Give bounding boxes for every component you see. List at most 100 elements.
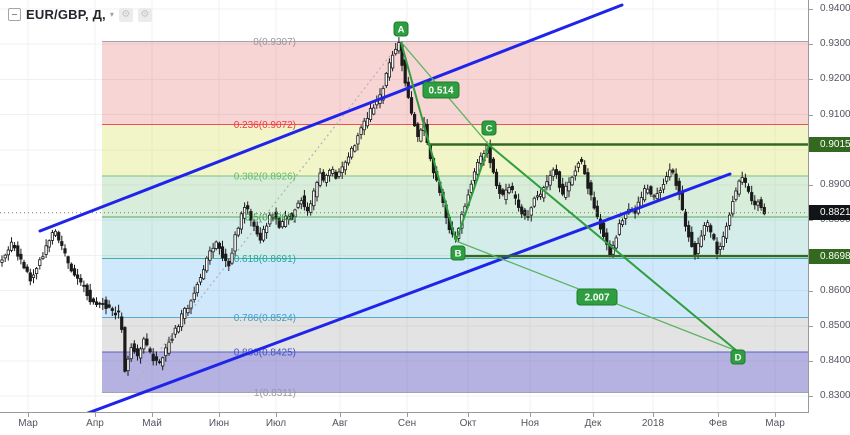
pattern-leg-line[interactable]: [455, 144, 490, 242]
candle: [551, 167, 555, 181]
candle-body: [756, 201, 760, 206]
candle: [706, 219, 710, 232]
ray-price-badge: 0.9015: [809, 137, 850, 152]
pattern-point-badge[interactable]: A: [393, 21, 409, 37]
candle: [368, 102, 373, 123]
symbol-title[interactable]: EUR/GBP, Д,: [26, 7, 106, 22]
candle-body: [419, 129, 423, 142]
pattern-point-bg: [450, 245, 466, 261]
gear-icon[interactable]: ⚙: [118, 7, 133, 22]
candle: [734, 187, 738, 202]
price-label: 0.9100: [820, 109, 850, 120]
candle-body: [35, 268, 39, 274]
candle: [674, 168, 678, 190]
candle: [419, 128, 423, 143]
candle-body: [101, 303, 105, 305]
month-tick: [468, 413, 469, 417]
candle: [179, 309, 184, 331]
candle-body: [69, 263, 73, 272]
candle: [362, 117, 366, 136]
price-axis[interactable]: 0.94000.93000.92000.91000.90000.89000.88…: [809, 0, 850, 413]
candle-body: [728, 214, 732, 226]
candle-body: [104, 299, 108, 309]
fib-level-label: 0(0.9307): [253, 37, 296, 48]
candle-body: [198, 277, 203, 283]
month-tick: [152, 413, 153, 417]
interval-text: Д,: [92, 7, 106, 22]
candle: [151, 348, 155, 366]
pattern-point-badge[interactable]: D: [730, 349, 746, 365]
candle-body: [161, 357, 165, 367]
candle-body: [718, 245, 722, 250]
candle-body: [274, 211, 278, 219]
chevron-down-icon[interactable]: ▾: [109, 10, 114, 19]
candle: [302, 190, 307, 211]
candle-body: [545, 181, 549, 188]
candle: [315, 180, 319, 202]
collapse-icon[interactable]: [8, 8, 21, 21]
candle-body: [3, 254, 7, 259]
candle-body: [595, 205, 599, 217]
candle: [412, 112, 417, 127]
candle: [646, 184, 650, 195]
chart-plot-area[interactable]: 0(0.9307) 0.236(0.9072) 0.382(0.8926) 0.5(0…: [0, 0, 809, 413]
month-label: Авг: [332, 418, 348, 429]
candle: [107, 300, 111, 309]
month-tick: [653, 413, 654, 417]
trend-channel-line[interactable]: [86, 172, 732, 412]
candle: [299, 197, 303, 210]
pattern-point-badge[interactable]: B: [450, 245, 466, 261]
candle-body: [337, 171, 341, 177]
ratio-badge-text: 2.007: [584, 293, 609, 304]
candle-body: [668, 169, 672, 178]
pattern-point-bg: [730, 349, 746, 365]
chart-canvas[interactable]: 0(0.9307) 0.236(0.9072) 0.382(0.8926) 0.5(0…: [0, 0, 808, 412]
price-tick: [809, 291, 813, 292]
candle-body: [356, 135, 360, 145]
candle: [724, 222, 729, 243]
candle: [409, 91, 414, 116]
candle-body: [580, 159, 584, 162]
candle: [9, 237, 14, 253]
candle-body: [280, 221, 285, 228]
price-label: 0.9200: [820, 73, 850, 84]
candle-body: [217, 242, 221, 249]
candle-body: [712, 234, 716, 240]
pattern-leg-line[interactable]: [400, 41, 457, 242]
candle-body: [0, 259, 4, 263]
candle: [154, 351, 158, 366]
ratio-badge: 0.514: [422, 81, 460, 99]
trend-channel-line[interactable]: [38, 3, 624, 233]
fib-band: [102, 352, 808, 393]
candle-body: [94, 301, 99, 305]
candle: [318, 168, 322, 188]
candle-body: [529, 207, 533, 216]
candle-body: [271, 216, 275, 219]
month-label: Дек: [584, 418, 602, 429]
candle: [331, 166, 335, 177]
time-axis[interactable]: Мар Апр Май Июн Июл Авг Сен Окт Ноя Дек 2018 Фев Мар: [0, 413, 850, 435]
candle-body: [365, 118, 370, 127]
symbol-text: EUR/GBP,: [26, 7, 89, 22]
candle-body: [98, 302, 102, 305]
pattern-point-badge[interactable]: C: [481, 120, 497, 136]
ratio-badge-bg: [576, 288, 618, 306]
month-label: Май: [142, 418, 162, 429]
candle-body: [409, 97, 414, 114]
gear-icon[interactable]: ⚙: [137, 7, 152, 22]
candle-body: [117, 310, 121, 313]
month-label: Фев: [708, 418, 728, 429]
candle: [561, 177, 565, 197]
pattern-leg-line[interactable]: [488, 144, 738, 352]
pattern-point-letter: C: [486, 123, 493, 134]
candle-body: [479, 155, 483, 164]
candle-body: [176, 326, 180, 333]
fib-baseline-dotted[interactable]: [126, 41, 402, 393]
candle: [258, 227, 262, 244]
candle: [255, 221, 259, 237]
candle-body: [494, 171, 499, 187]
candle-body: [205, 257, 209, 272]
candle: [201, 265, 206, 280]
pattern-point-letter: B: [455, 248, 462, 259]
candle-body: [258, 232, 262, 241]
